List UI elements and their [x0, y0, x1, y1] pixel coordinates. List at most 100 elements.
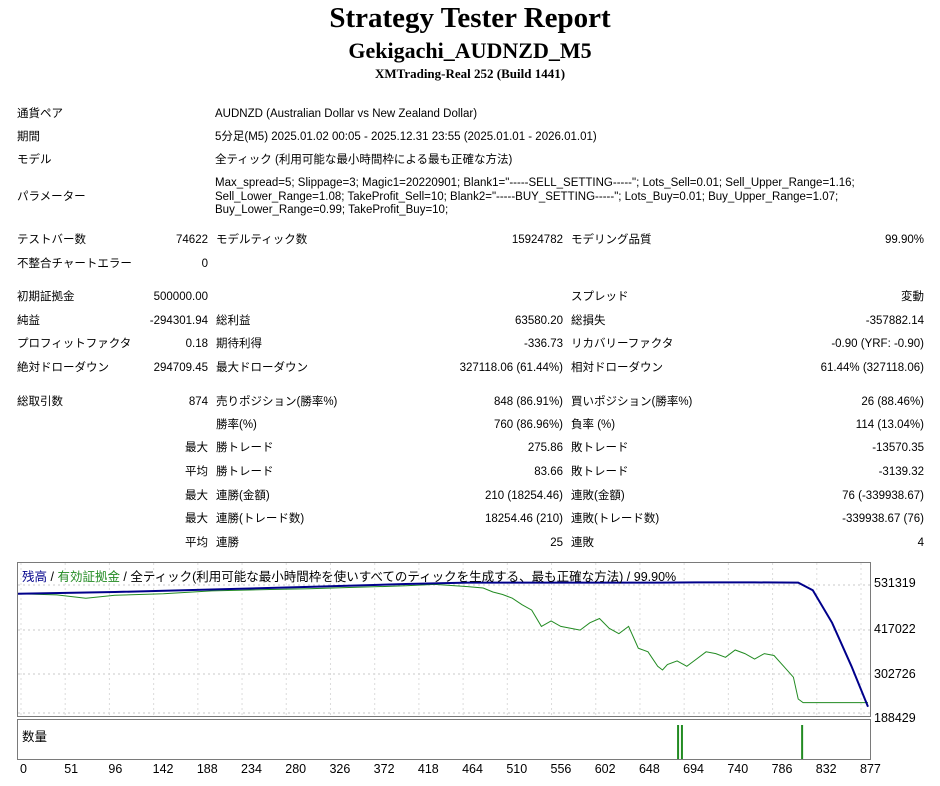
- pf-label: プロフィットファクタ: [17, 338, 132, 350]
- legend-separator: /: [47, 570, 58, 584]
- largest-loss-label: 敗トレード: [571, 442, 629, 454]
- x-tick-label: 96: [108, 762, 123, 776]
- spread-label: スプレッド: [571, 291, 629, 303]
- deposit-label: 初期証拠金: [17, 291, 75, 303]
- reldd-label: 相対ドローダウン: [571, 362, 663, 374]
- consec-win-money-label: 連勝(金額): [216, 490, 270, 502]
- avg-win-value: 83.66: [534, 466, 563, 478]
- x-tick-label: 556: [550, 762, 572, 776]
- avg-consec-loss-label: 連敗: [571, 537, 594, 549]
- x-tick-label: 372: [373, 762, 395, 776]
- consec-loss-count-value: -339938.67 (76): [842, 513, 924, 525]
- largest-win-label: 勝トレード: [216, 442, 274, 454]
- x-tick-label: 464: [462, 762, 483, 776]
- x-tick-label: 188: [196, 762, 218, 776]
- largest-loss-value: -13570.35: [872, 442, 924, 454]
- avg-loss-label: 敗トレード: [571, 466, 629, 478]
- max-prefix: 最大: [185, 442, 208, 454]
- max-prefix: 最大: [185, 513, 208, 525]
- x-tick-label: 694: [683, 762, 705, 776]
- absdd-label: 絶対ドローダウン: [17, 362, 109, 374]
- x-tick-label: 648: [638, 762, 660, 776]
- x-tick-label: 280: [285, 762, 307, 776]
- grossprofit-label: 総利益: [216, 315, 251, 327]
- recovery-label: リカバリーファクタ: [571, 338, 674, 350]
- x-tick-label: 602: [594, 762, 616, 776]
- x-tick-label: 51: [64, 762, 79, 776]
- balance-equity-chart: 残高 / 有効証拠金 / 全ティック(利用可能な最小時間枠を使いすべてのティック…: [17, 562, 871, 717]
- x-tick-label: 0: [20, 762, 27, 776]
- short-value: 848 (86.91%): [493, 396, 563, 408]
- consec-loss-count-label: 連敗(トレード数): [571, 513, 660, 525]
- expert-name: Gekigachi_AUDNZD_M5: [348, 38, 592, 63]
- x-tick-label: 510: [506, 762, 528, 776]
- consec-win-count-value: 18254.46 (210): [484, 513, 563, 525]
- netprofit-label: 純益: [17, 315, 40, 327]
- balance-equity-plot: [18, 563, 870, 716]
- consec-loss-money-label: 連敗(金額): [571, 490, 625, 502]
- equity-line: [18, 583, 868, 704]
- short-label: 売りポジション(勝率%): [216, 396, 338, 408]
- long-label: 買いポジション(勝率%): [571, 396, 693, 408]
- y-tick-label: 531319: [874, 576, 916, 590]
- largest-win-value: 275.86: [527, 442, 563, 454]
- volume-plot: [677, 725, 804, 759]
- grossloss-label: 総損失: [571, 315, 606, 327]
- loss-label: 負率 (%): [571, 419, 616, 431]
- ticks-label: モデルティック数: [216, 234, 308, 246]
- y-tick-label: 188429: [874, 711, 916, 725]
- grossloss-value: -357882.14: [865, 315, 924, 327]
- avg-prefix: 平均: [185, 466, 208, 478]
- netprofit-value: -294301.94: [149, 315, 208, 327]
- quality-label: モデリング品質: [571, 234, 652, 246]
- avg-win-label: 勝トレード: [216, 466, 274, 478]
- volume-panel: 数量: [17, 719, 871, 760]
- params-value: Max_spread=5; Slippage=3; Magic1=2022090…: [215, 177, 855, 216]
- consec-win-count-label: 連勝(トレード数): [216, 513, 305, 525]
- long-value: 26 (88.46%): [861, 396, 924, 408]
- maxdd-value: 327118.06 (61.44%): [459, 362, 563, 374]
- legend-description: / 全ティック(利用可能な最小時間枠を使いすべてのティックを生成する、最も正確な…: [119, 570, 677, 584]
- ticks-value: 15924782: [511, 234, 563, 246]
- server-build: XMTrading-Real 252 (Build 1441): [374, 66, 566, 81]
- x-tick-label: 877: [860, 762, 881, 776]
- bars-label: テストバー数: [17, 234, 86, 246]
- mismatch-value: 0: [201, 258, 208, 270]
- consec-win-money-value: 210 (18254.46): [484, 490, 563, 502]
- expected-value: -336.73: [523, 338, 563, 350]
- win-value: 760 (86.96%): [493, 419, 563, 431]
- volume-label: 数量: [22, 730, 48, 744]
- deposit-value: 500000.00: [153, 291, 208, 303]
- x-tick-label: 418: [417, 762, 439, 776]
- model-value: 全ティック (利用可能な最小時間枠による最も正確な方法): [215, 154, 513, 166]
- expected-label: 期待利得: [216, 338, 262, 350]
- trades-value: 874: [188, 396, 208, 408]
- symbol-label: 通貨ペア: [17, 108, 63, 120]
- max-prefix: 最大: [185, 490, 208, 502]
- x-tick-label: 326: [329, 762, 351, 776]
- x-tick-label: 740: [727, 762, 749, 776]
- legend-balance: 残高: [22, 570, 48, 584]
- x-tick-label: 142: [152, 762, 174, 776]
- params-label: パラメーター: [17, 191, 86, 203]
- reldd-value: 61.44% (327118.06): [820, 362, 924, 374]
- chart-legend: 残高 / 有効証拠金 / 全ティック(利用可能な最小時間枠を使いすべてのティック…: [22, 566, 676, 585]
- avg-consec-loss-value: 4: [917, 537, 924, 549]
- mismatch-label: 不整合チャートエラー: [17, 258, 132, 270]
- loss-value: 114 (13.04%): [855, 419, 924, 431]
- x-tick-label: 234: [241, 762, 262, 776]
- bars-value: 74622: [176, 234, 208, 246]
- y-tick-label: 417022: [874, 622, 916, 636]
- volume-bar: [680, 725, 683, 759]
- model-label: モデル: [17, 154, 52, 166]
- volume-bar: [677, 725, 680, 759]
- volume-bar: [801, 725, 804, 759]
- avg-consec-win-value: 25: [550, 537, 563, 549]
- trades-label: 総取引数: [17, 396, 63, 408]
- consec-loss-money-value: 76 (-339938.67): [842, 490, 924, 502]
- win-label: 勝率(%): [216, 419, 257, 431]
- quality-value: 99.90%: [884, 234, 924, 246]
- symbol-value: AUDNZD (Australian Dollar vs New Zealand…: [215, 108, 478, 120]
- grossprofit-value: 63580.20: [515, 315, 563, 327]
- period-label: 期間: [17, 131, 40, 143]
